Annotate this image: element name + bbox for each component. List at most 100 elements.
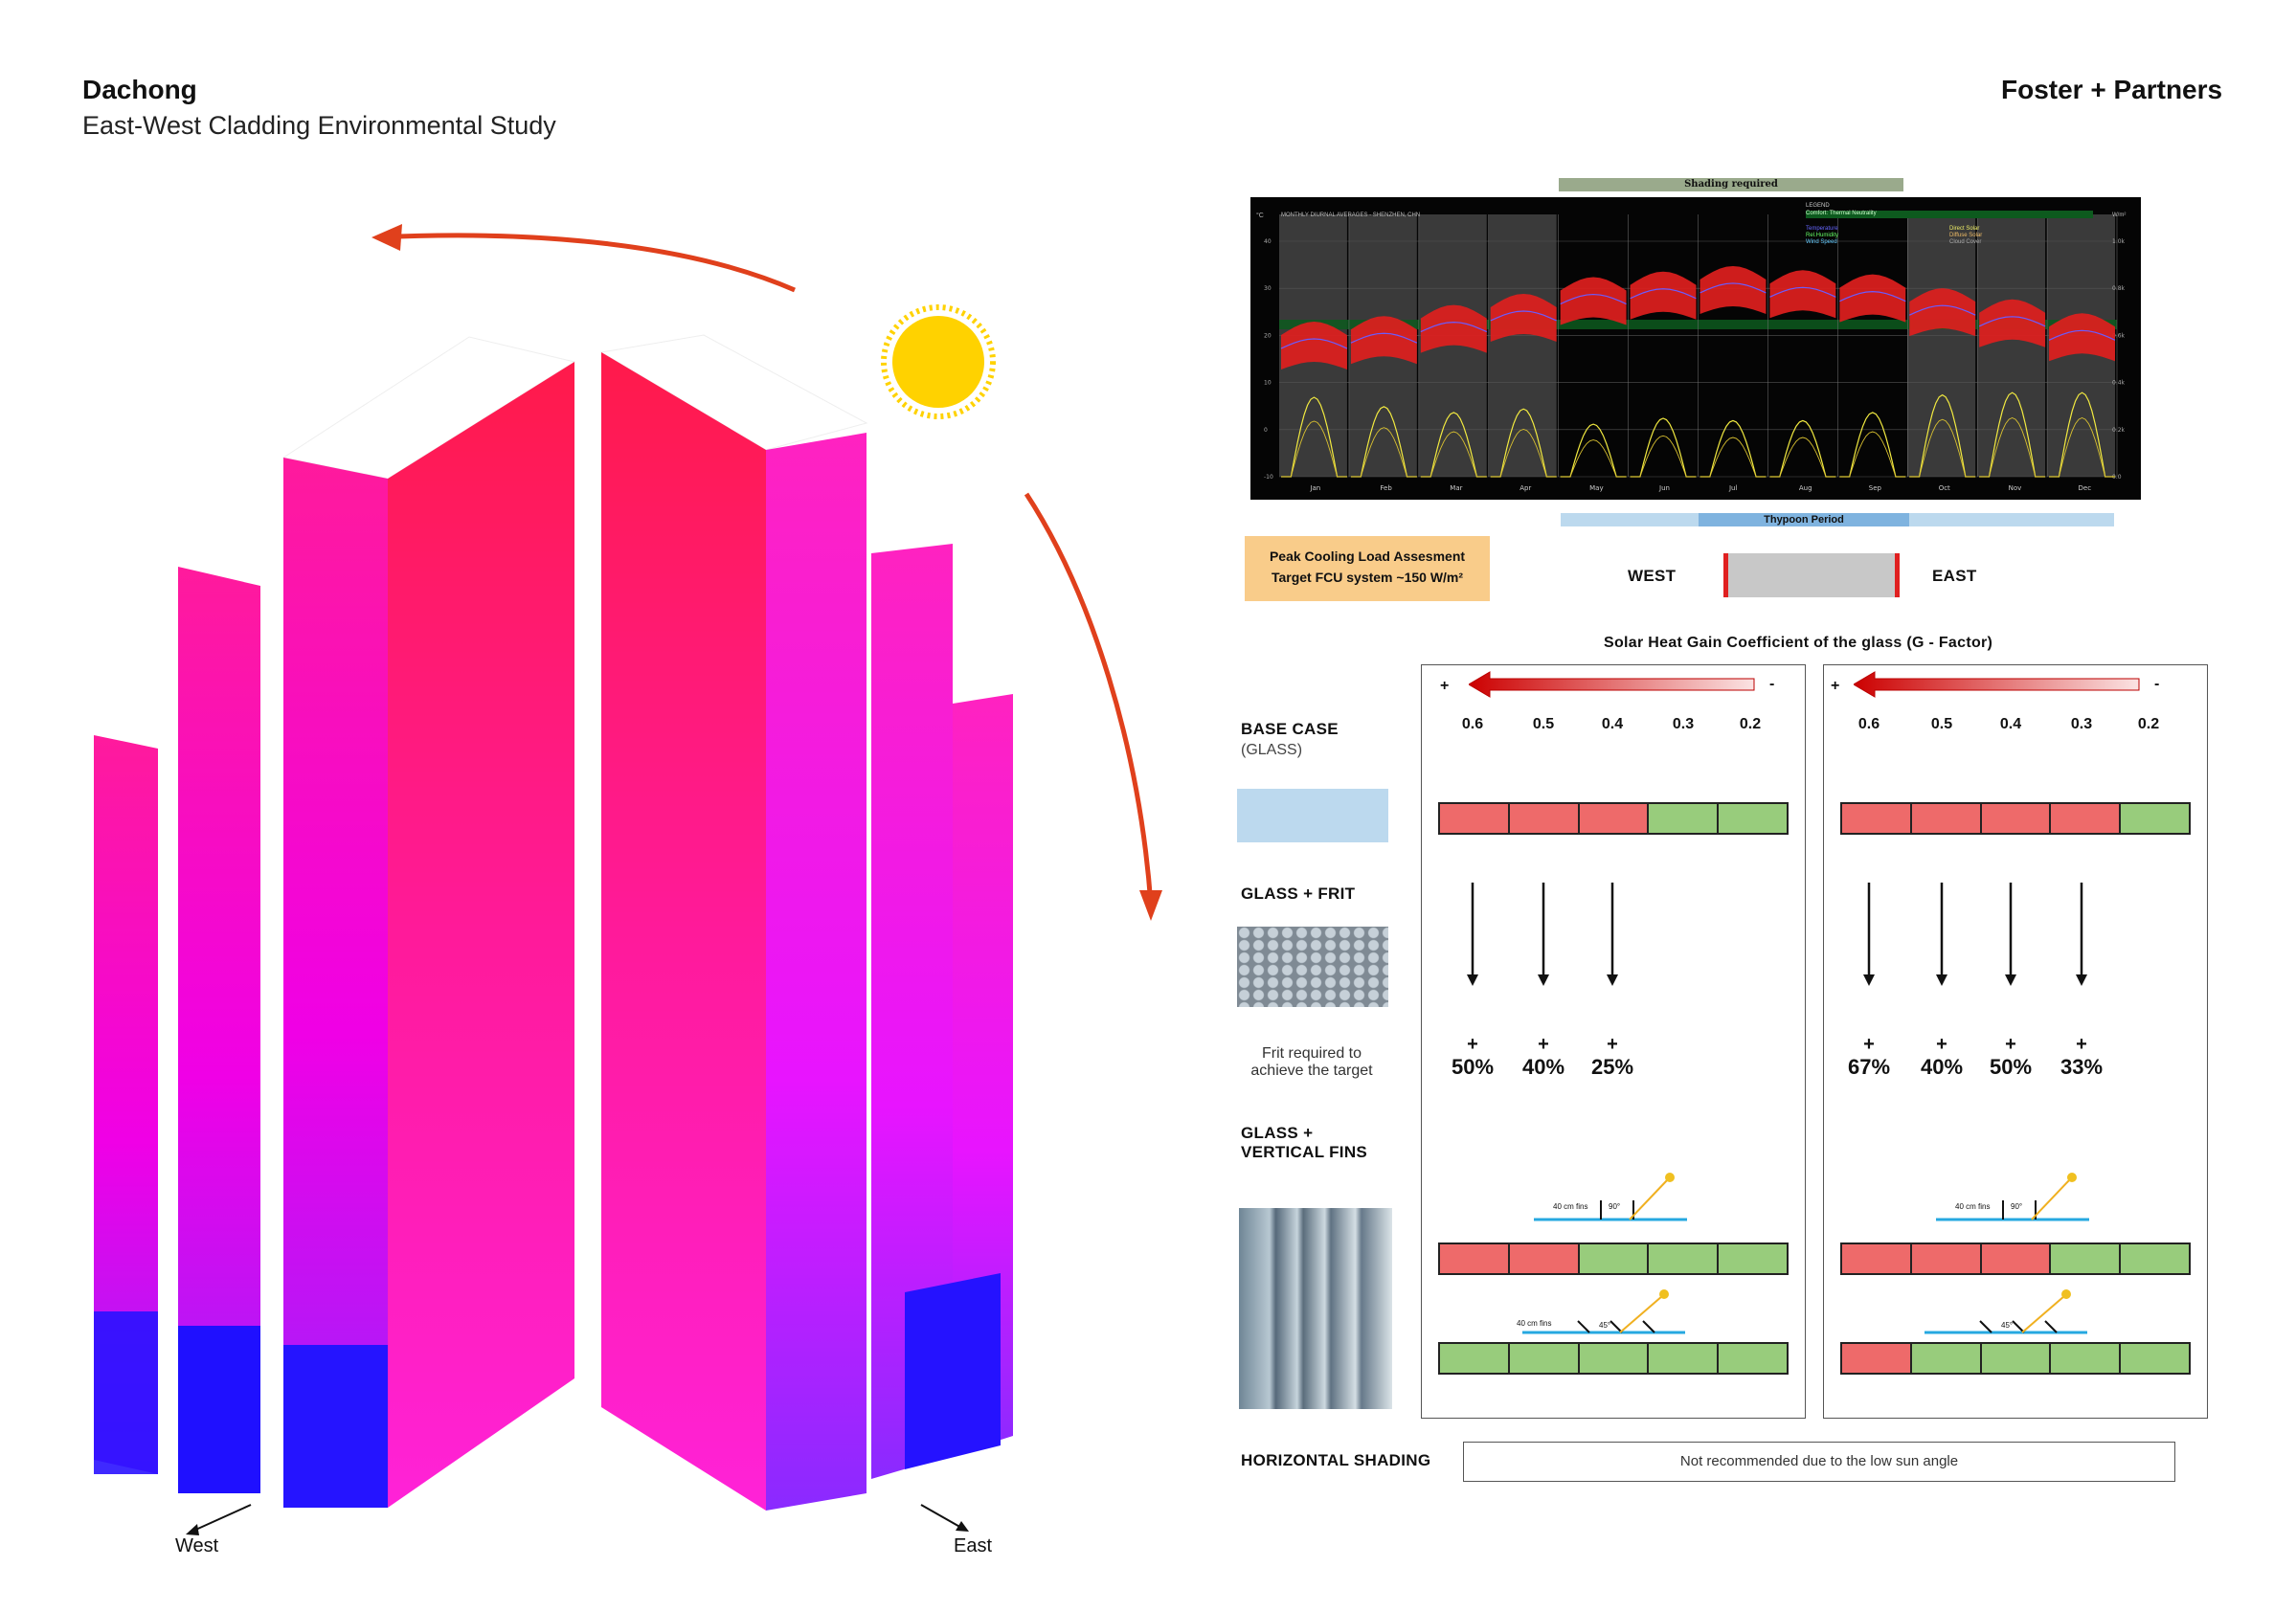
west-frit-percent: 50% xyxy=(1451,1055,1495,1079)
legend-item-humidity: Rel.Humidity xyxy=(1806,233,1839,238)
east-frit-percent: 50% xyxy=(1989,1055,2033,1079)
west-label: West xyxy=(175,1535,219,1556)
chart-y-tick-right: 0.4k xyxy=(2112,380,2126,387)
peak-cooling-load-box: Peak Cooling Load Assesment Target FCU s… xyxy=(1245,536,1490,601)
frit-note-line-2: achieve the target xyxy=(1250,1063,1373,1079)
west-frit-arrow-icon xyxy=(1467,883,1478,986)
bar-cell-red xyxy=(1579,804,1650,833)
solar-curve-Jun xyxy=(1630,417,1697,478)
east-fins-45-diagram xyxy=(1925,1289,2087,1334)
brand-logo: Foster + Partners xyxy=(2001,75,2223,104)
west-main-tower-face xyxy=(283,458,388,1508)
west-fins-90-diagram xyxy=(1534,1173,1687,1221)
solar-curve-Mar xyxy=(1420,412,1487,478)
bar-cell-green xyxy=(1911,1344,1982,1373)
typhoon-period-band: Thypoon Period xyxy=(1699,513,1909,526)
chart-y-tick-right: 0.6k xyxy=(2112,332,2126,339)
peak-line-2: Target FCU system ~150 W/m² xyxy=(1271,570,1464,585)
sun-path-arrowhead-top xyxy=(371,224,402,251)
east-frit-plus: + xyxy=(1863,1034,1875,1055)
west-frit-arrow-icon xyxy=(1538,883,1549,986)
temp-band-Aug xyxy=(1769,270,1836,319)
west-tower-small-2-shade xyxy=(178,1326,260,1493)
west-fins-45-label: 40 cm fins xyxy=(1517,1319,1552,1328)
solar-curve-Jan xyxy=(1281,396,1347,478)
west-fins90-bar xyxy=(1438,1243,1789,1275)
sun-path-arrowhead-right xyxy=(1139,890,1162,921)
bar-cell-red xyxy=(1911,1244,1982,1273)
solar-curve-May xyxy=(1560,423,1627,478)
chart-month-label: Mar xyxy=(1450,484,1462,492)
bar-cell-red xyxy=(1911,804,1982,833)
east-g-value: 0.6 xyxy=(1857,716,1880,732)
chart-month-label: Jul xyxy=(1728,484,1738,492)
chart-month-label: Oct xyxy=(1939,484,1950,492)
shgc-title: Solar Heat Gain Coefficient of the glass… xyxy=(1604,635,1993,651)
east-frit-percent: 33% xyxy=(2060,1055,2104,1079)
west-panel-plus: + xyxy=(1440,678,1450,694)
bar-cell-green xyxy=(1649,1244,1720,1273)
bar-cell-red xyxy=(1440,804,1510,833)
chart-month-label: May xyxy=(1589,484,1603,492)
legend-item-wind: Wind Speed xyxy=(1806,239,1837,245)
east-frit-arrow-icon xyxy=(2005,883,2016,986)
chart-month-label: Aug xyxy=(1799,484,1812,492)
east-frit-percent: 67% xyxy=(1847,1055,1891,1079)
east-g-value: 0.3 xyxy=(2070,716,2093,732)
east-angle-90-label: 90° xyxy=(2011,1202,2023,1211)
temp-band-Apr xyxy=(1490,293,1557,342)
frit-swatch xyxy=(1237,927,1388,1007)
frit-note: Frit required to achieve the target xyxy=(1245,1045,1379,1080)
bar-cell-green xyxy=(2121,1344,2189,1373)
west-arrow-icon xyxy=(191,1504,252,1533)
fins-photo xyxy=(1239,1208,1392,1409)
bar-cell-green xyxy=(1719,1244,1787,1273)
solar-curve-Jul xyxy=(1699,419,1767,478)
bar-cell-green xyxy=(2121,1244,2189,1273)
west-g-value: 0.4 xyxy=(1601,716,1624,732)
east-panel-minus: - xyxy=(2154,676,2160,692)
bar-cell-red xyxy=(1842,1244,1912,1273)
west-arrowhead-icon xyxy=(186,1524,199,1535)
east-frit-arrow-icon xyxy=(2076,883,2087,986)
bar-cell-green xyxy=(1509,1344,1580,1373)
bar-cell-green xyxy=(1719,1344,1787,1373)
temp-band-Mar xyxy=(1420,304,1487,353)
sun-path-arrow-right xyxy=(1024,492,1154,906)
bar-cell-green xyxy=(2121,804,2189,833)
east-frit-percent: 40% xyxy=(1920,1055,1964,1079)
row-label-horizontal: HORIZONTAL SHADING xyxy=(1241,1451,1431,1469)
chart-y-tick-right: 0.0 xyxy=(2112,474,2122,481)
west-base-bar xyxy=(1438,802,1789,835)
west-frit-arrow-icon xyxy=(1607,883,1618,986)
east-fins90-bar xyxy=(1840,1243,2191,1275)
east-main-tower-face xyxy=(766,433,867,1511)
west-frit-plus: + xyxy=(1538,1034,1549,1055)
temp-band-Feb xyxy=(1350,316,1417,365)
east-arrowhead-icon xyxy=(956,1521,969,1532)
east-g-value: 0.4 xyxy=(1999,716,2022,732)
east-main-tower-side xyxy=(601,352,766,1511)
east-fins-90-diagram xyxy=(1936,1173,2089,1221)
bar-cell-red xyxy=(1842,804,1912,833)
west-g-value: 0.5 xyxy=(1532,716,1555,732)
shaded-month-Apr xyxy=(1488,214,1557,477)
temp-band-Jul xyxy=(1699,265,1767,314)
climate-chart-svg: 40 1.0k 30 0.8k 20 0.6k 10 0.4k 0 0.2k -10 0.0 Jan Fe… xyxy=(1264,214,2126,492)
legend-item-cloud-cover: Cloud Cover xyxy=(1949,239,1982,245)
chart-month-label: Sep xyxy=(1869,484,1882,492)
temp-band-Oct xyxy=(1909,288,1976,337)
row-label-fins-line-1: GLASS + xyxy=(1241,1124,1314,1142)
east-frit-arrow-icon xyxy=(1936,883,1947,986)
legend-item-direct-solar: Direct Solar xyxy=(1949,226,1980,232)
temp-band-Sep xyxy=(1839,274,1906,323)
west-angle-90-label: 90° xyxy=(1609,1202,1621,1211)
east-frit-arrow-icon xyxy=(1863,883,1875,986)
bar-cell-red xyxy=(1981,804,2052,833)
west-g-value: 0.6 xyxy=(1461,716,1484,732)
bar-cell-red xyxy=(1440,1244,1510,1273)
chart-y-tick: 20 xyxy=(1264,332,1272,339)
west-panel xyxy=(1421,664,1806,1419)
chart-title: MONTHLY DIURNAL AVERAGES - SHENZHEN, CHN xyxy=(1281,213,1421,218)
bar-cell-red xyxy=(2051,804,2122,833)
